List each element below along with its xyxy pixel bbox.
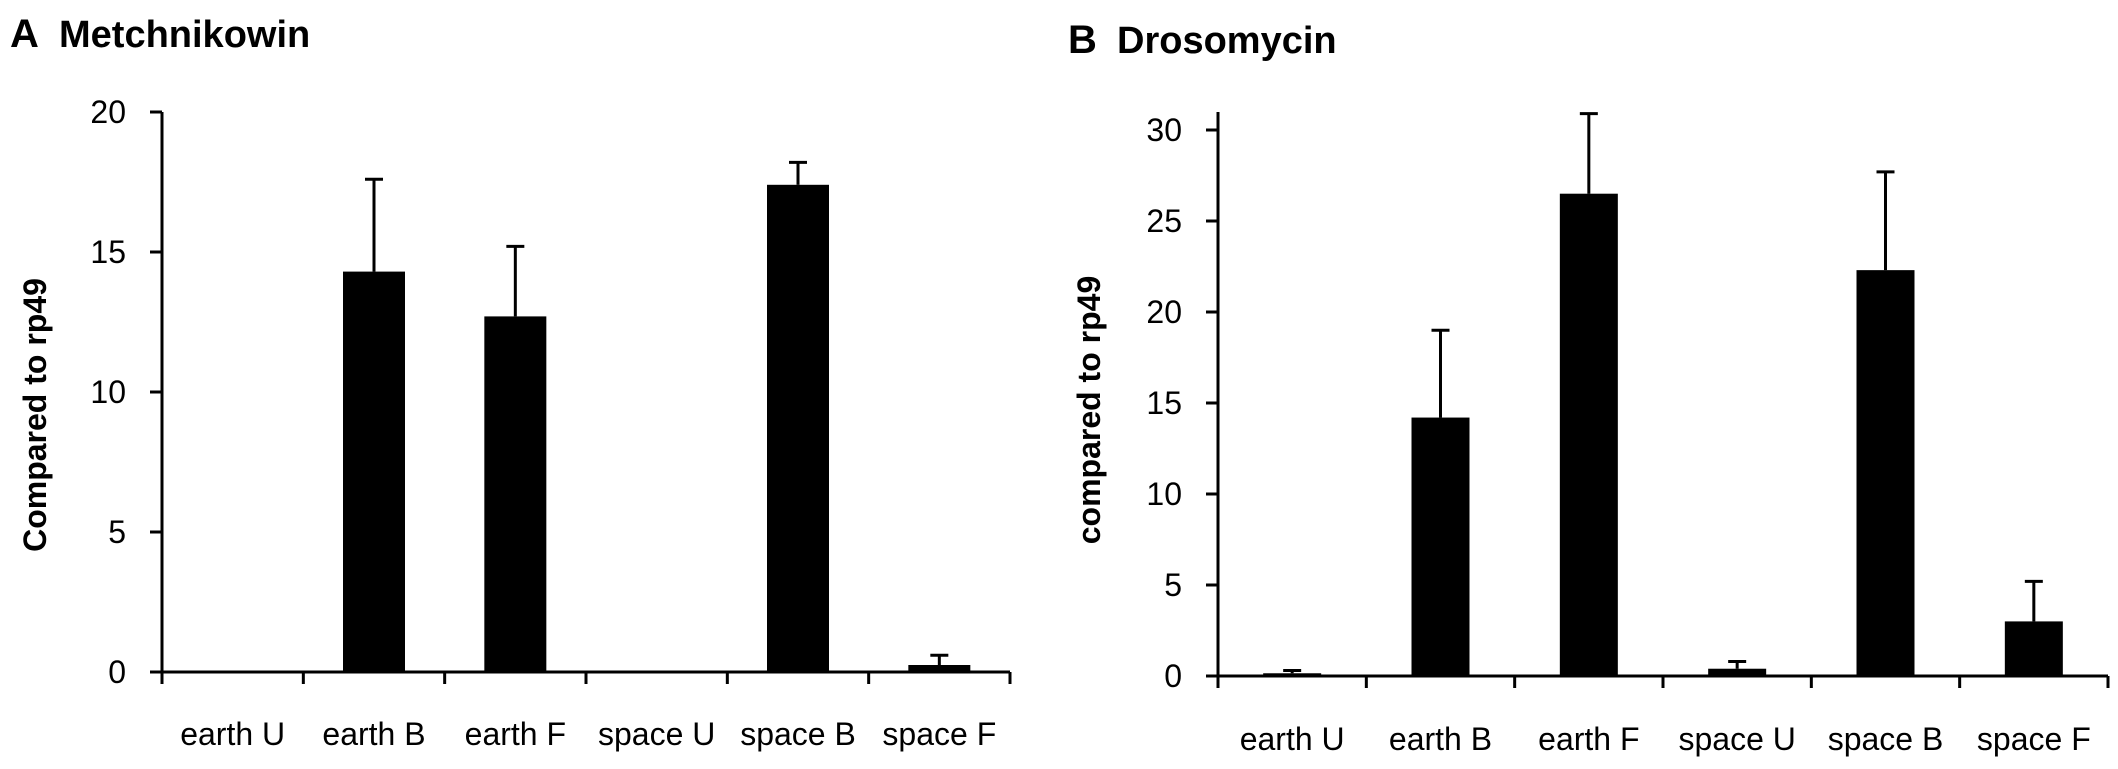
bar bbox=[1856, 270, 1915, 676]
y-tick-label: 10 bbox=[90, 374, 126, 410]
bar bbox=[625, 670, 688, 672]
bar bbox=[1263, 673, 1322, 676]
panel-label: B bbox=[1068, 18, 1097, 62]
chart-drosomycin: B Drosomycin compared to rp49 0 5 10 15 20 25 30 e… bbox=[1068, 18, 2110, 757]
x-tick-label: space F bbox=[1977, 721, 2091, 757]
y-tick-label: 15 bbox=[1146, 385, 1182, 421]
bar bbox=[1708, 668, 1767, 676]
x-tick-label: space U bbox=[1678, 721, 1795, 757]
x-tick-label: space B bbox=[740, 716, 856, 752]
y-tick-label: 5 bbox=[1164, 567, 1182, 603]
bar bbox=[484, 316, 547, 672]
y-tick-label: 20 bbox=[1146, 294, 1182, 330]
panel-label: A bbox=[10, 12, 39, 56]
y-tick-label: 0 bbox=[1164, 658, 1182, 694]
y-tick-label: 25 bbox=[1146, 203, 1182, 239]
y-tick-label: 20 bbox=[90, 94, 126, 130]
bar bbox=[2004, 621, 2063, 676]
y-axis-label: compared to rp49 bbox=[1071, 276, 1107, 545]
x-tick-label: earth U bbox=[1240, 721, 1345, 757]
bar bbox=[201, 671, 264, 672]
x-tick-label: space U bbox=[598, 716, 715, 752]
x-tick-label: earth B bbox=[1389, 721, 1492, 757]
chart-title: Drosomycin bbox=[1117, 20, 1337, 62]
bar bbox=[1559, 193, 1618, 676]
x-tick-label: space B bbox=[1828, 721, 1944, 757]
chart-title: Metchnikowin bbox=[59, 14, 310, 56]
y-tick-label: 10 bbox=[1146, 476, 1182, 512]
y-tick-label: 30 bbox=[1146, 112, 1182, 148]
x-tick-label: space F bbox=[882, 716, 996, 752]
x-tick-label: earth U bbox=[180, 716, 285, 752]
x-tick-label: earth F bbox=[1538, 721, 1639, 757]
y-tick-label: 15 bbox=[90, 234, 126, 270]
bar bbox=[767, 184, 829, 673]
y-axis-label: Compared to rp49 bbox=[17, 278, 53, 552]
bar bbox=[343, 271, 405, 672]
x-tick-label: earth B bbox=[322, 716, 425, 752]
bar bbox=[908, 665, 971, 672]
y-tick-label: 0 bbox=[108, 654, 126, 690]
chart-metchnikowin: A Metchnikowin Compared to rp49 0 5 10 15 20 ear… bbox=[10, 12, 1012, 752]
y-tick-label: 5 bbox=[108, 514, 126, 550]
bar bbox=[1411, 417, 1470, 676]
x-tick-label: earth F bbox=[465, 716, 566, 752]
